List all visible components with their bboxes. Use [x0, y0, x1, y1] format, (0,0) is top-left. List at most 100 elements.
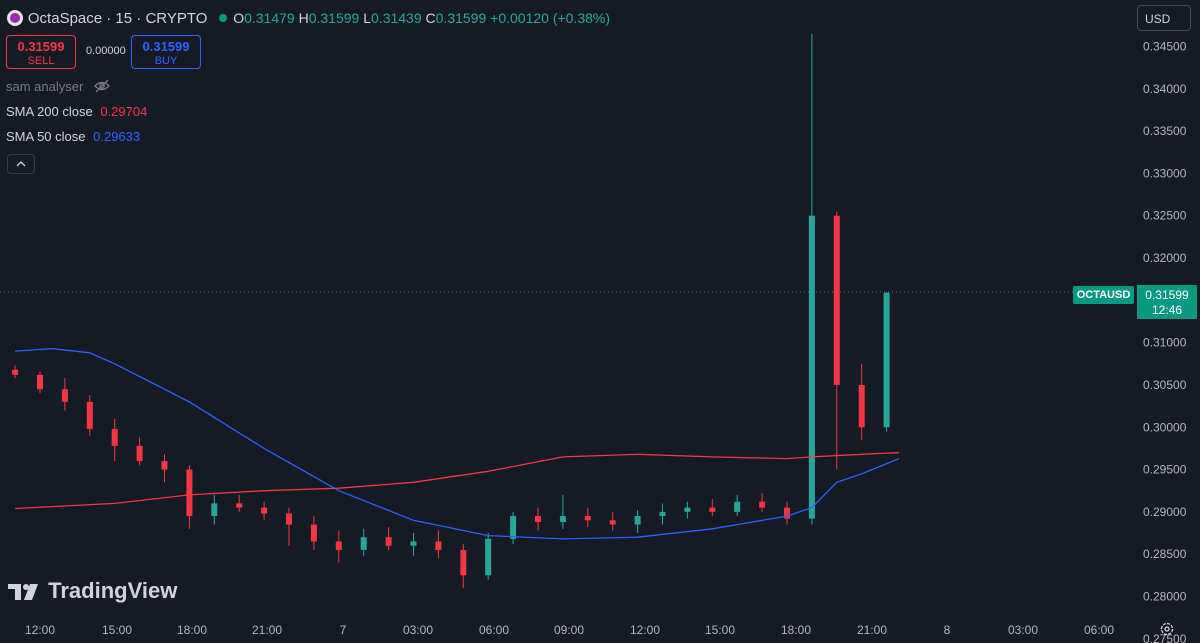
candle-up — [485, 538, 492, 576]
candle-down — [535, 516, 541, 523]
y-tick-label: 0.31000 — [1143, 336, 1187, 350]
market-open-icon — [219, 14, 228, 22]
candle-down — [460, 549, 467, 576]
symbol-price-label: OCTAUSD — [1073, 286, 1134, 304]
x-tick-label: 12:00 — [630, 623, 660, 637]
x-tick-label: 8 — [944, 623, 951, 637]
low-label: L — [363, 10, 372, 26]
sma200-legend[interactable]: SMA 200 close 0.29704 — [6, 104, 147, 119]
candle-up — [211, 503, 218, 517]
x-tick-label: 09:00 — [554, 623, 584, 637]
sell-button[interactable]: 0.31599 SELL — [6, 35, 76, 69]
y-tick-label: 0.33000 — [1143, 166, 1187, 180]
chevron-up-icon — [16, 161, 26, 167]
x-tick-label: 7 — [340, 623, 347, 637]
symbol-title[interactable]: OctaSpace · 15 · CRYPTO — [27, 10, 208, 27]
bar-countdown: 12:46 — [1151, 303, 1183, 317]
candle-down — [609, 520, 616, 525]
candle-down — [858, 384, 865, 428]
close-label: C — [425, 10, 436, 26]
candle-up — [360, 537, 367, 550]
spread-value: 0.00000 — [86, 45, 126, 57]
candle-down — [759, 501, 766, 508]
open-value: 0.31479 — [244, 10, 295, 26]
candle-down — [136, 445, 143, 462]
high-label: H — [298, 10, 309, 26]
x-tick-label: 15:00 — [705, 623, 735, 637]
candle-down — [261, 507, 268, 514]
y-tick-label: 0.28500 — [1143, 547, 1187, 561]
x-tick-label: 03:00 — [1008, 623, 1038, 637]
candle-up — [634, 516, 641, 525]
sma200-label: SMA 200 close — [6, 104, 93, 119]
logo-text: TradingView — [48, 578, 178, 603]
buy-price: 0.31599 — [142, 39, 190, 54]
settings-gear-icon[interactable] — [1159, 621, 1175, 637]
candle-down — [310, 524, 317, 542]
candle-down — [784, 507, 790, 519]
candle-down — [709, 507, 716, 512]
y-tick-label: 0.33500 — [1143, 124, 1187, 138]
symbol-legend: OctaSpace · 15 · CRYPTO O0.31479 H0.3159… — [6, 9, 610, 27]
octaspace-logo-icon — [7, 10, 23, 26]
candle-up — [883, 292, 890, 428]
y-tick-label: 0.30500 — [1143, 378, 1187, 392]
sma50-legend[interactable]: SMA 50 close 0.29633 — [6, 129, 140, 144]
candle-down — [335, 541, 342, 550]
candle-up — [410, 541, 417, 546]
candle-down — [186, 469, 193, 517]
last-price-tag: 0.31599 12:46 — [1137, 285, 1197, 319]
x-tick-label: 21:00 — [857, 623, 887, 637]
sma50-label: SMA 50 close — [6, 129, 86, 144]
candle-up — [808, 215, 815, 519]
y-tick-label: 0.28000 — [1143, 589, 1187, 603]
candle-down — [833, 215, 840, 385]
y-tick-label: 0.27500 — [1143, 632, 1187, 643]
tradingview-logo-icon — [8, 584, 38, 601]
sma50-value: 0.29633 — [93, 129, 141, 144]
script-name: sam analyser — [6, 79, 84, 94]
candle-down — [584, 516, 591, 521]
y-tick-label: 0.34500 — [1143, 40, 1187, 54]
sell-label: SELL — [27, 55, 55, 67]
collapse-legend-button[interactable] — [7, 154, 35, 174]
y-tick-label: 0.32000 — [1143, 251, 1187, 265]
open-label: O — [233, 10, 245, 26]
script-legend[interactable]: sam analyser — [6, 79, 111, 94]
y-tick-label: 0.30000 — [1143, 420, 1187, 434]
currency-button[interactable]: USD — [1137, 5, 1191, 31]
x-tick-label: 18:00 — [177, 623, 207, 637]
y-tick-label: 0.32500 — [1143, 209, 1187, 223]
x-tick-label: 06:00 — [479, 623, 509, 637]
tradingview-logo[interactable]: TradingView — [8, 578, 177, 604]
hidden-eye-icon[interactable] — [93, 79, 111, 93]
candle-down — [37, 374, 43, 390]
candle-down — [86, 401, 93, 429]
candle-down — [61, 389, 68, 402]
candle-up — [510, 516, 517, 539]
candle-up — [559, 516, 566, 523]
change-value: +0.00120 (+0.38%) — [490, 10, 611, 26]
x-tick-label: 18:00 — [781, 623, 811, 637]
close-value: 0.31599 — [435, 10, 487, 26]
candle-down — [435, 541, 442, 550]
sma200-value: 0.29704 — [100, 104, 148, 119]
candle-down — [236, 503, 243, 508]
y-tick-label: 0.29000 — [1143, 505, 1187, 519]
x-tick-label: 12:00 — [25, 623, 55, 637]
low-value: 0.31439 — [371, 10, 422, 26]
buy-button[interactable]: 0.31599 BUY — [131, 35, 201, 69]
y-tick-label: 0.34000 — [1143, 82, 1187, 96]
y-tick-label: 0.29500 — [1143, 463, 1187, 477]
candle-down — [385, 537, 392, 546]
high-value: 0.31599 — [308, 10, 360, 26]
candle-down — [161, 461, 168, 470]
candle-down — [111, 428, 118, 446]
sell-price: 0.31599 — [17, 39, 65, 54]
x-tick-label: 06:00 — [1084, 623, 1114, 637]
candle-up — [734, 501, 741, 512]
last-price-value: 0.31599 — [1145, 288, 1189, 302]
candle-down — [12, 369, 19, 375]
